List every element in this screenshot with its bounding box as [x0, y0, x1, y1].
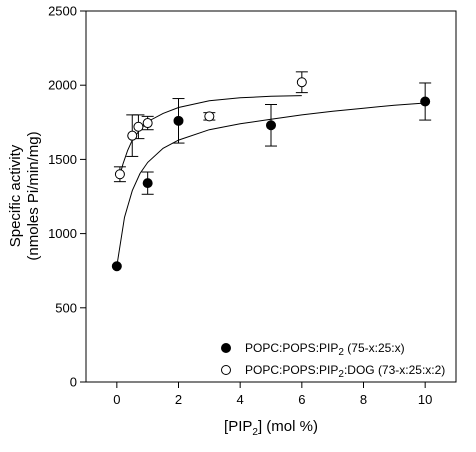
y-tick-label: 2500: [48, 4, 77, 19]
fit-curve-1: [116, 102, 426, 267]
axis-labels: Specific activity (nmoles Pi/min/mg) [PIP2…: [7, 131, 318, 438]
x-tick-label: 6: [298, 392, 305, 407]
y-tick-label: 1000: [48, 226, 77, 241]
x-axis-title: [PIP2] (mol %): [224, 418, 318, 438]
data-point-open: [127, 130, 138, 141]
data-point-filled: [142, 178, 153, 189]
data-points: [111, 77, 431, 272]
plot-frame: [85, 10, 457, 383]
error-bars: [113, 71, 432, 195]
legend-marker-2: [221, 365, 231, 375]
x-tick-label: 10: [418, 392, 432, 407]
data-point-open: [114, 169, 125, 180]
y-axis-title-line1: Specific activity: [7, 144, 24, 247]
x-tick-label: 8: [360, 392, 367, 407]
y-tick-label: 1500: [48, 152, 77, 167]
legend-label-2: POPC:POPS:PIP2:DOG (73-x:25:x:2): [245, 363, 445, 380]
data-point-open: [133, 121, 144, 132]
fit-curve-2: [119, 95, 302, 176]
y-tick-label: 0: [70, 375, 77, 390]
data-point-filled: [173, 115, 184, 126]
data-point-filled: [111, 261, 122, 272]
data-point-open: [296, 77, 307, 88]
legend-label-1: POPC:POPS:PIP2 (75-x:25:x): [245, 341, 405, 358]
data-point-filled: [266, 120, 276, 131]
x-tick-label: 2: [175, 392, 182, 407]
data-point-open: [204, 111, 215, 122]
x-tick-label: 4: [237, 392, 244, 407]
legend: POPC:POPS:PIP2 (75-x:25:x) POPC:POPS:PIP2…: [221, 341, 445, 380]
legend-marker-1: [221, 343, 231, 353]
data-point-open: [142, 118, 153, 129]
fit-curves: [116, 95, 426, 267]
y-tick-label: 2000: [48, 78, 77, 93]
axes: 0 500 1000 1500 2000 2500 0 2 4 6 8 10: [48, 4, 457, 407]
y-tick-label: 500: [55, 300, 77, 315]
x-tick-label: 0: [113, 392, 120, 407]
data-point-filled: [420, 96, 431, 107]
y-axis-title-line2: (nmoles Pi/min/mg): [25, 131, 42, 260]
